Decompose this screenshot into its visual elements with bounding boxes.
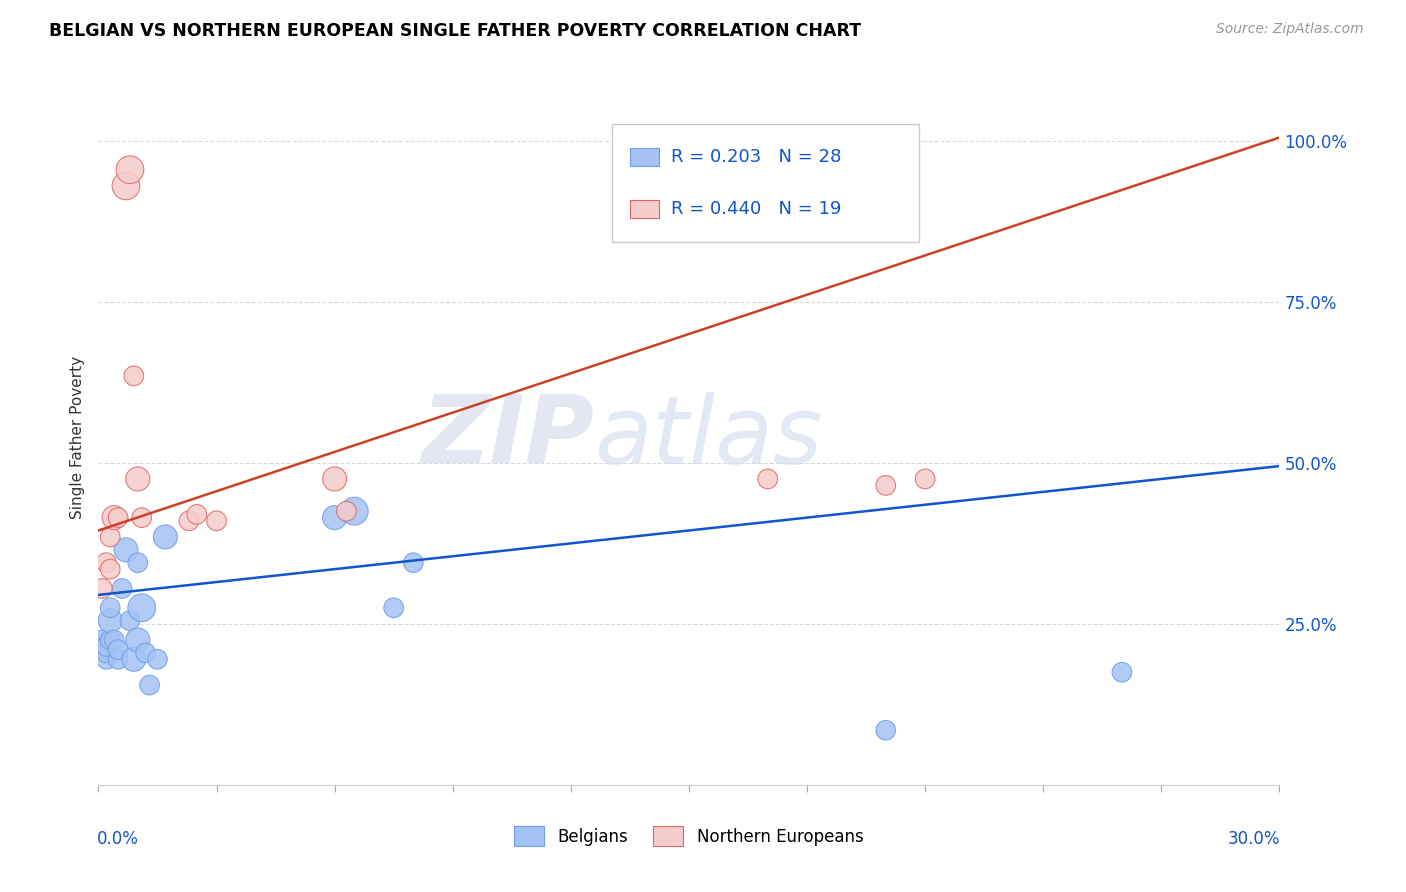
Point — [138, 678, 160, 692]
Point — [155, 530, 177, 544]
Point — [107, 510, 129, 524]
Point — [127, 472, 149, 486]
FancyBboxPatch shape — [630, 201, 659, 218]
Point — [122, 368, 145, 383]
Point — [98, 614, 121, 628]
Point — [118, 614, 141, 628]
Point — [96, 556, 118, 570]
Point — [122, 652, 145, 666]
Text: ZIP: ZIP — [422, 391, 595, 483]
Point — [205, 514, 228, 528]
Point — [323, 510, 346, 524]
Point — [186, 508, 208, 522]
Point — [914, 472, 936, 486]
Text: Source: ZipAtlas.com: Source: ZipAtlas.com — [1216, 22, 1364, 37]
Point — [103, 633, 125, 648]
Point — [96, 652, 118, 666]
Point — [91, 633, 114, 648]
Point — [382, 600, 405, 615]
Point — [343, 504, 366, 518]
Text: atlas: atlas — [595, 392, 823, 483]
Text: R = 0.203   N = 28: R = 0.203 N = 28 — [671, 148, 842, 166]
Y-axis label: Single Father Poverty: Single Father Poverty — [69, 356, 84, 518]
Point — [1111, 665, 1133, 680]
Point — [323, 472, 346, 486]
Point — [91, 582, 114, 596]
Text: 0.0%: 0.0% — [97, 830, 139, 848]
Point — [127, 633, 149, 648]
Point — [335, 504, 357, 518]
Point — [115, 178, 138, 193]
FancyBboxPatch shape — [612, 124, 920, 243]
Point — [91, 640, 114, 654]
Point — [98, 530, 121, 544]
Point — [146, 652, 169, 666]
Point — [107, 642, 129, 657]
Point — [96, 640, 118, 654]
Point — [111, 582, 134, 596]
Legend: Belgians, Northern Europeans: Belgians, Northern Europeans — [508, 820, 870, 853]
Point — [756, 472, 779, 486]
Point — [875, 723, 897, 738]
Point — [135, 646, 157, 660]
Point — [115, 542, 138, 557]
Point — [131, 510, 153, 524]
Point — [118, 162, 141, 177]
Point — [98, 562, 121, 576]
Point — [96, 646, 118, 660]
Text: 30.0%: 30.0% — [1229, 830, 1281, 848]
Point — [402, 556, 425, 570]
Text: R = 0.440   N = 19: R = 0.440 N = 19 — [671, 200, 842, 219]
Point — [98, 600, 121, 615]
Point — [127, 556, 149, 570]
FancyBboxPatch shape — [630, 148, 659, 166]
Point — [107, 652, 129, 666]
Text: BELGIAN VS NORTHERN EUROPEAN SINGLE FATHER POVERTY CORRELATION CHART: BELGIAN VS NORTHERN EUROPEAN SINGLE FATH… — [49, 22, 862, 40]
Point — [103, 510, 125, 524]
Point — [875, 478, 897, 492]
Point — [98, 633, 121, 648]
Point — [131, 600, 153, 615]
Point — [177, 514, 200, 528]
